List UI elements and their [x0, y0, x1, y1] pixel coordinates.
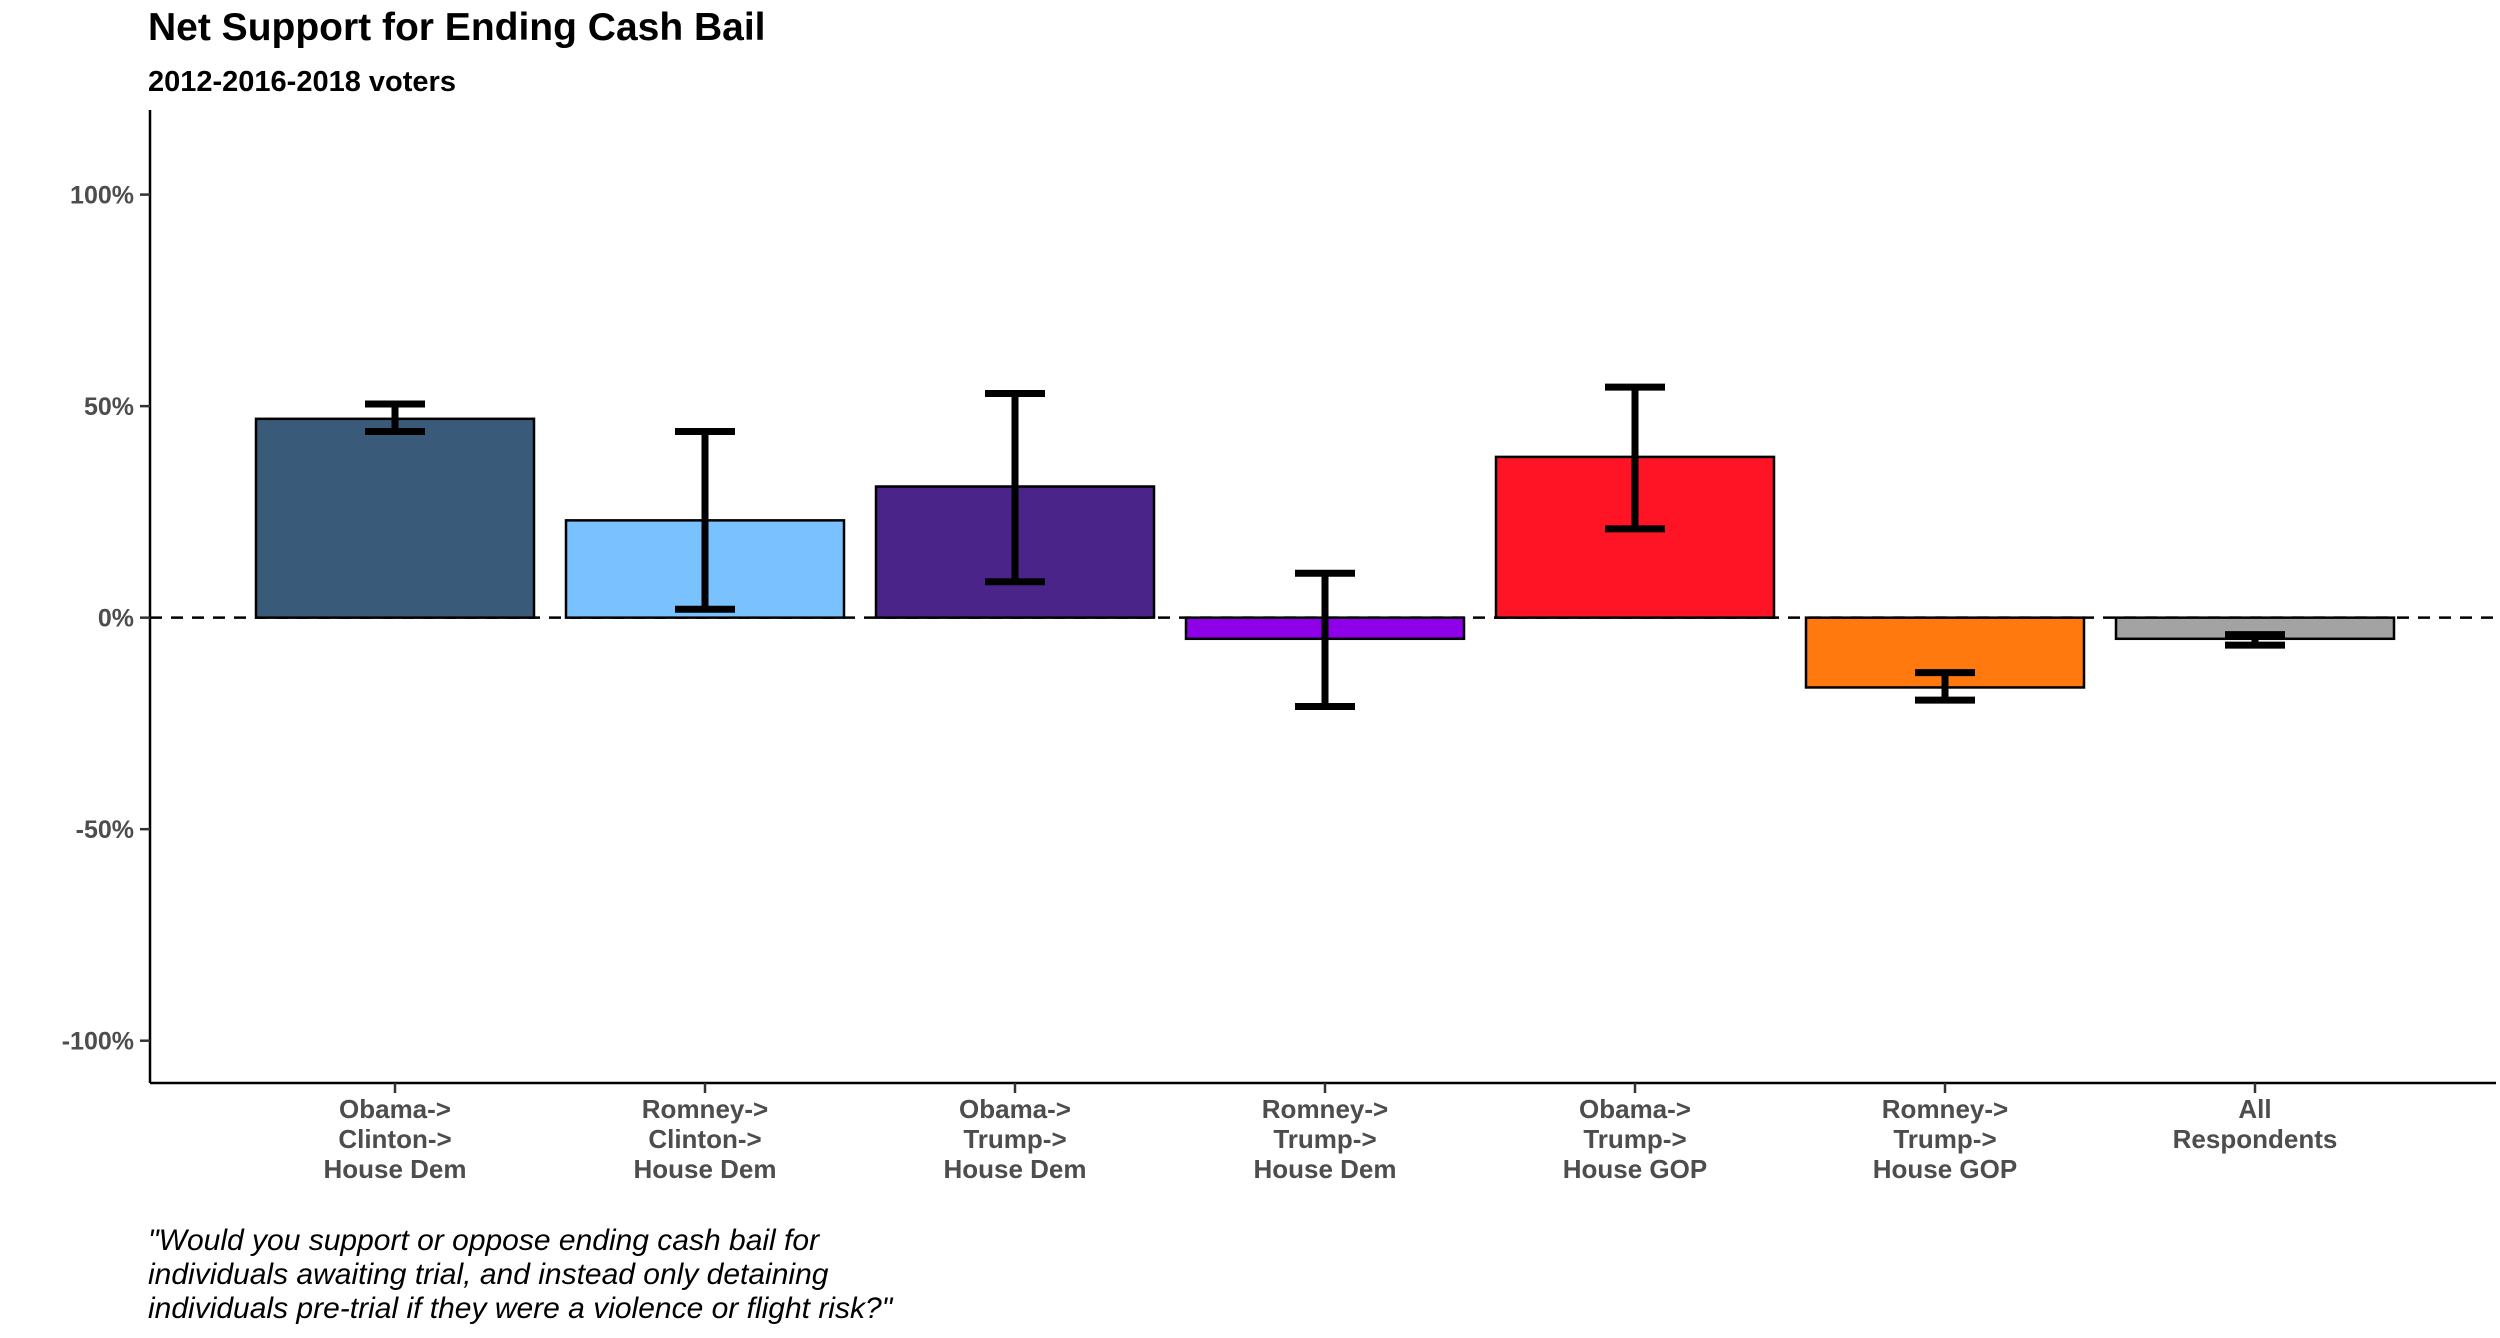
x-tick-label-line: House Dem: [943, 1154, 1086, 1184]
y-tick-label: 50%: [84, 393, 134, 421]
x-tick-label-line: Obama->: [959, 1094, 1071, 1124]
error-bar: [365, 400, 425, 436]
chart-caption: "Would you support or oppose ending cash…: [148, 1224, 892, 1326]
x-tick-label-line: Obama->: [1579, 1094, 1691, 1124]
error-bar: [675, 428, 735, 613]
error-bar: [985, 389, 1045, 586]
bar: [254, 417, 536, 619]
axes-layer: [140, 110, 2496, 1093]
x-tick-label-line: House Dem: [633, 1154, 776, 1184]
chart-subtitle: 2012-2016-2018 voters: [148, 66, 456, 98]
y-tick-label: 0%: [98, 605, 134, 633]
y-tick-label: -50%: [76, 816, 134, 844]
x-tick-label-line: Clinton->: [338, 1124, 451, 1154]
tick-labels-layer: 100%50%0%-50%-100%Obama-> Clinton-> House …: [62, 182, 2338, 1184]
error-bar: [1605, 383, 1665, 533]
x-tick-label-line: House Dem: [1253, 1154, 1396, 1184]
x-tick-label: Obama-> Clinton-> House Dem: [323, 1094, 466, 1184]
x-tick-label-line: Trump->: [1273, 1124, 1376, 1154]
x-tick-label-line: Obama->: [339, 1094, 451, 1124]
x-tick-label-line: House Dem: [323, 1154, 466, 1184]
x-tick-label-line: Trump->: [1583, 1124, 1686, 1154]
x-tick-label-line: Romney->: [1882, 1094, 2008, 1124]
x-tick-label: Romney-> Trump-> House GOP: [1873, 1094, 2017, 1184]
x-tick-label-line: All: [2238, 1094, 2271, 1124]
x-tick-label-line: Trump->: [1893, 1124, 1996, 1154]
x-tick-label: Romney-> Clinton-> House Dem: [633, 1094, 776, 1184]
x-tick-label: Romney-> Trump-> House Dem: [1253, 1094, 1396, 1184]
x-tick-label-line: Romney->: [1262, 1094, 1388, 1124]
error-bars-layer: [365, 383, 2285, 710]
x-tick-label-line: House GOP: [1873, 1154, 2017, 1184]
y-tick-label: -100%: [62, 1028, 134, 1056]
x-tick-label-line: Trump->: [963, 1124, 1066, 1154]
x-tick-label-line: Respondents: [2173, 1124, 2338, 1154]
error-bar: [2225, 631, 2285, 649]
x-tick-label: Obama-> Trump-> House Dem: [943, 1094, 1086, 1184]
caption-line: individuals pre-trial if they were a vio…: [148, 1292, 893, 1325]
caption-line: individuals awaiting trial, and instead …: [148, 1258, 829, 1291]
y-tick-label: 100%: [70, 182, 134, 210]
caption-line: "Would you support or oppose ending cash…: [148, 1224, 820, 1257]
x-tick-label: All Respondents: [2173, 1094, 2338, 1154]
x-tick-label-line: House GOP: [1563, 1154, 1707, 1184]
error-bar: [1295, 569, 1355, 710]
x-tick-label: Obama-> Trump-> House GOP: [1563, 1094, 1707, 1184]
chart-title: Net Support for Ending Cash Bail: [148, 6, 766, 49]
x-tick-label-line: Clinton->: [648, 1124, 761, 1154]
error-bar: [1915, 669, 1975, 704]
x-tick-label-line: Romney->: [642, 1094, 768, 1124]
